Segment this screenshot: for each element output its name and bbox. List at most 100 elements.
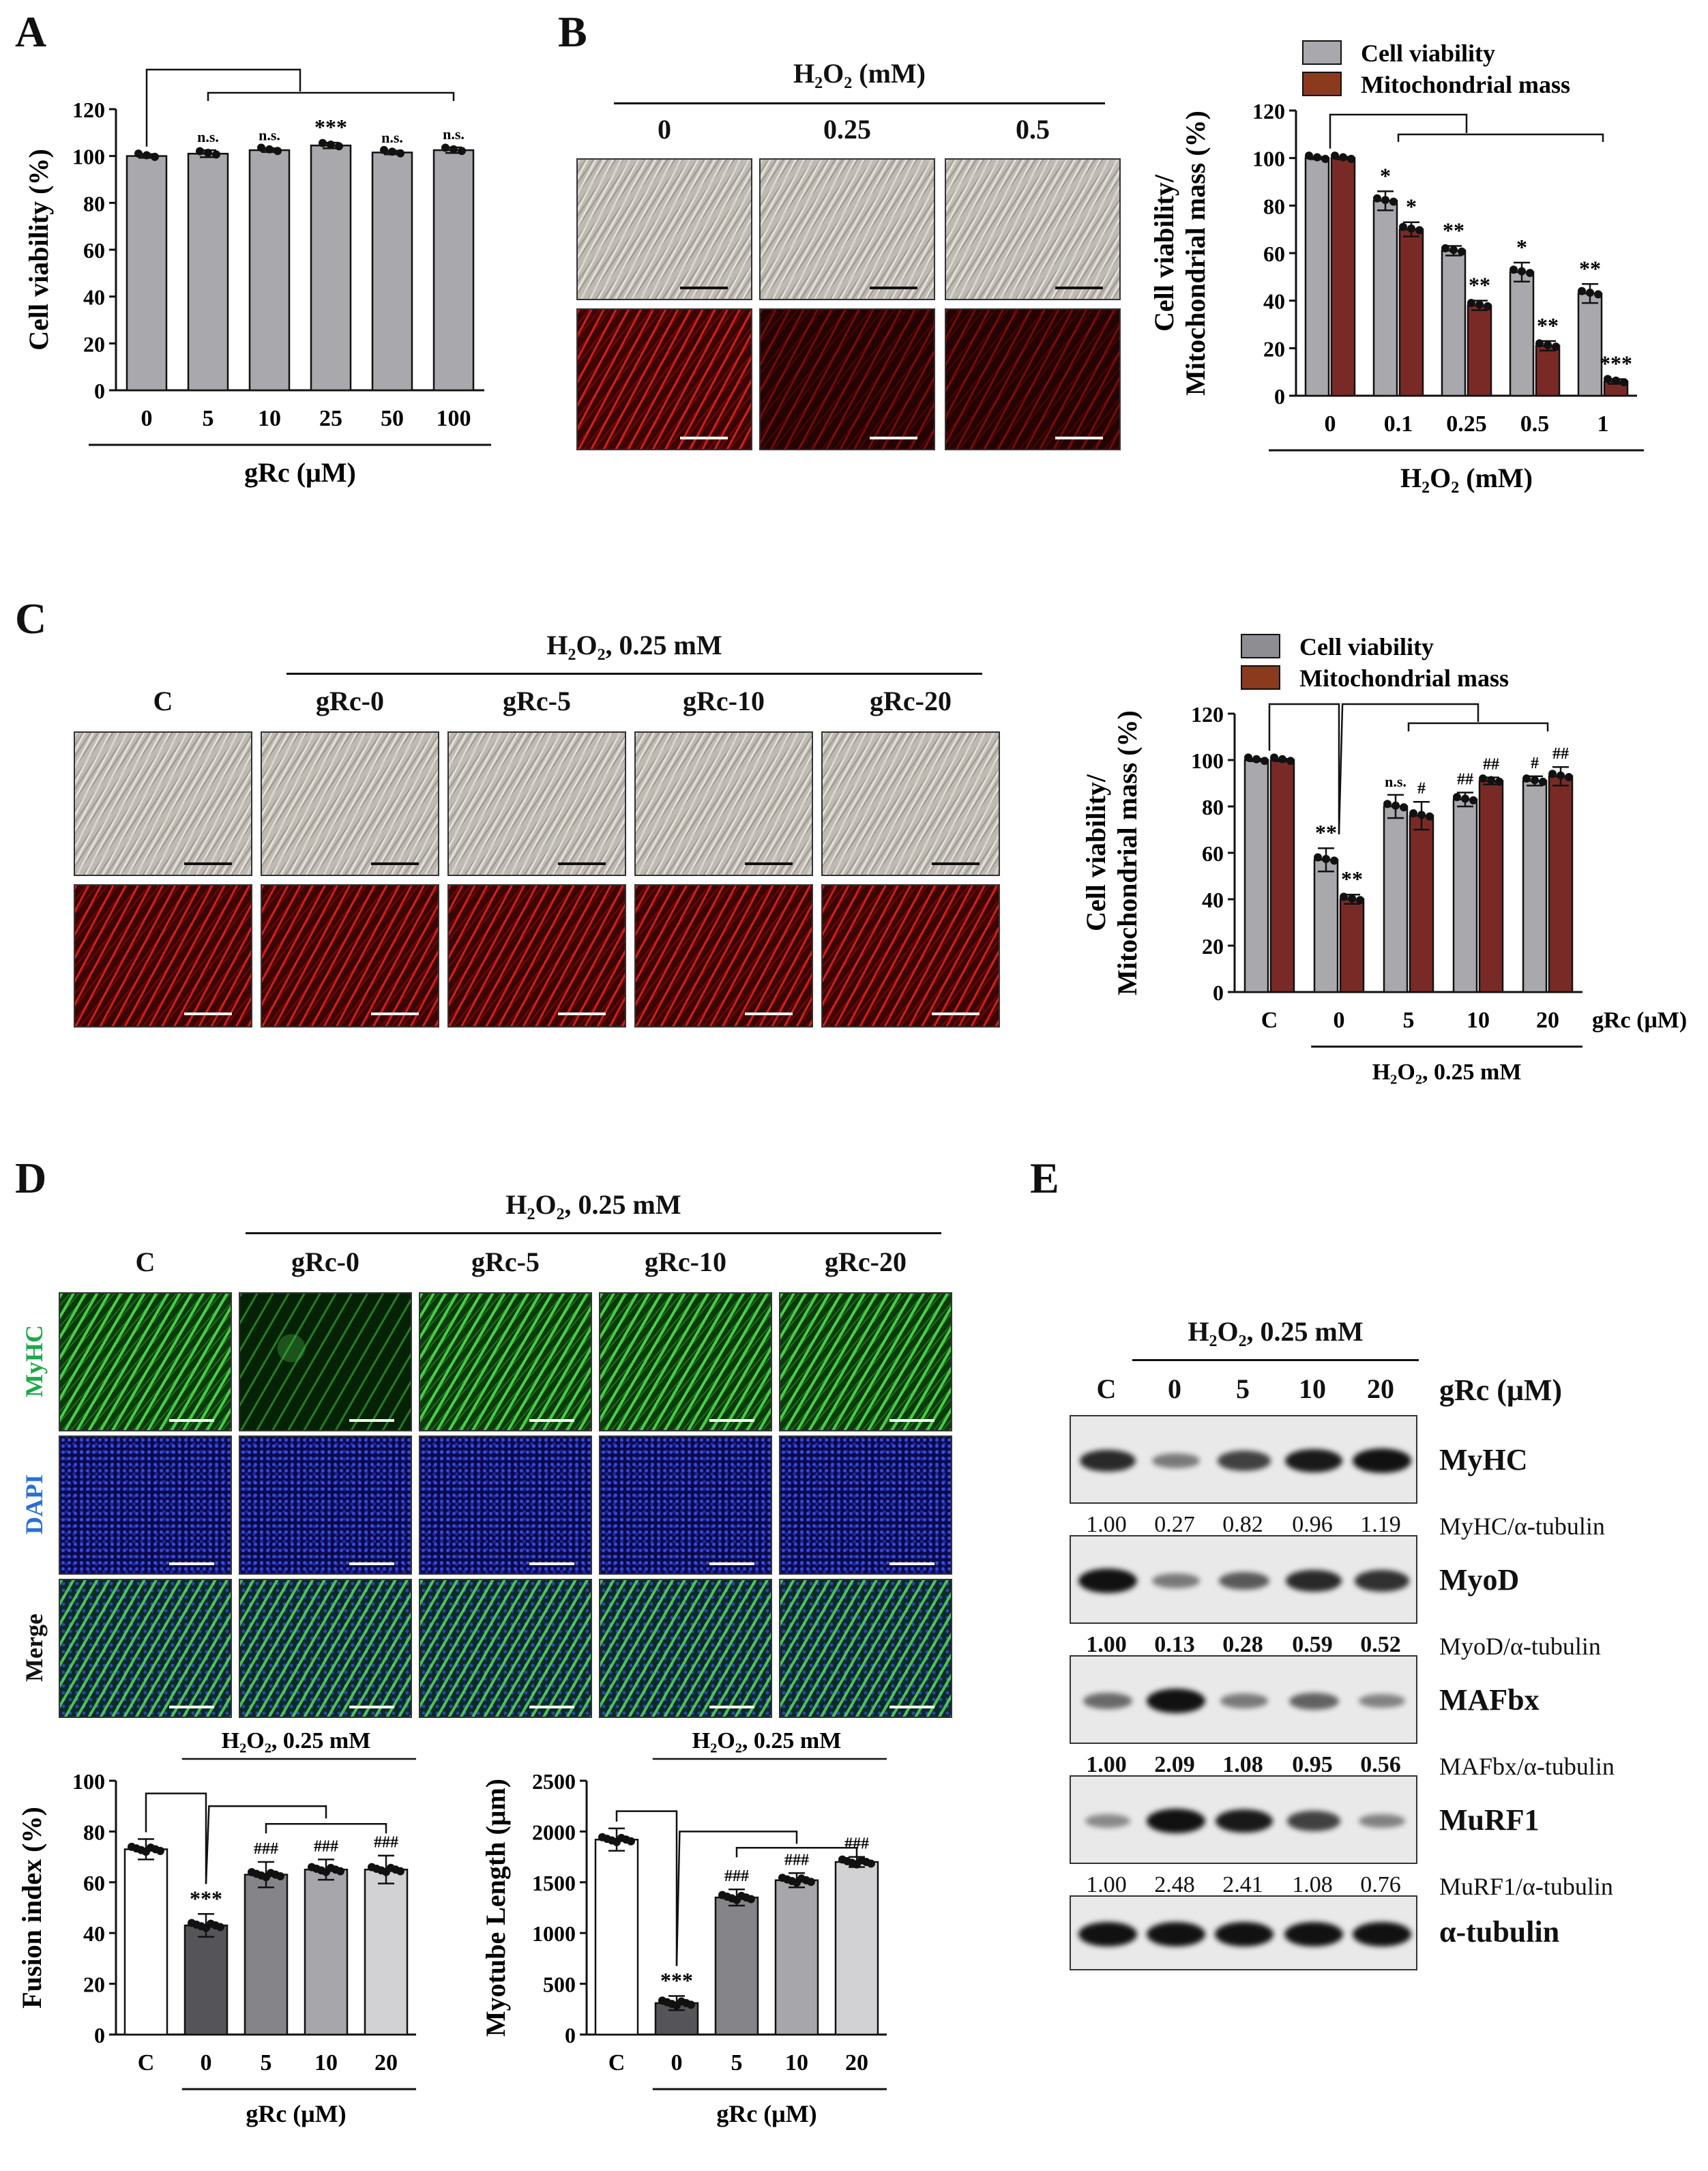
data-point [216, 1923, 224, 1932]
densitometry-value: 2.48 [1154, 1872, 1195, 1897]
densitometry-value: 1.08 [1292, 1872, 1333, 1897]
data-point [1539, 777, 1547, 786]
comparison-bracket [265, 1822, 387, 1834]
y-tick-label: 0 [94, 379, 105, 403]
panel-d-row-label: Merge [20, 1614, 48, 1682]
x-tick-label: 20 [845, 2050, 868, 2075]
protein-band [1284, 1922, 1343, 1947]
y-tick-label: 20 [1202, 934, 1224, 959]
panel-d-column-label: gRc-10 [645, 1247, 726, 1277]
y-tick-label: 120 [72, 98, 105, 122]
y-tick-label: 0 [1274, 384, 1285, 409]
protein-band [1220, 1693, 1268, 1708]
protein-band [1286, 1811, 1341, 1831]
scale-bar [709, 1562, 754, 1565]
bar [432, 149, 475, 392]
scale-bar [371, 862, 419, 865]
data-point [1270, 753, 1278, 762]
y-tick-label: 100 [1191, 748, 1224, 773]
significance-label: ** [1579, 256, 1601, 280]
significance-label: ** [1469, 273, 1490, 297]
micrograph-b-bright-0 [576, 158, 752, 300]
y-tick-label: 0 [94, 2023, 105, 2048]
x-tick-label: 0 [1334, 1008, 1345, 1033]
data-point [1261, 757, 1269, 766]
data-point [1278, 755, 1286, 763]
panel-label-d: D [15, 1154, 47, 1202]
densitometry-value: 0.13 [1154, 1632, 1195, 1657]
x-axis-label: H₂O₂ (mM) [1400, 463, 1533, 493]
data-point [1381, 196, 1389, 205]
micrograph-c-bright [634, 731, 813, 876]
densitometry-value: 0.96 [1292, 1512, 1333, 1537]
densitometry-value: 0.52 [1360, 1632, 1401, 1657]
data-point [1314, 853, 1322, 862]
data-point [1469, 796, 1477, 804]
densitometry-value: 0.82 [1222, 1512, 1263, 1537]
bar [1398, 228, 1424, 397]
micrograph-d-dapi [419, 1436, 592, 1575]
densitometry-value: 0.28 [1222, 1632, 1263, 1657]
bar [310, 144, 352, 392]
micrograph-d-dapi [239, 1436, 412, 1575]
significance-label: * [1380, 163, 1391, 188]
protein-band [1289, 1692, 1339, 1710]
data-point [1458, 247, 1466, 256]
data-point [388, 147, 396, 156]
western-blot-myod [1070, 1535, 1417, 1624]
protein-name: MyoD [1439, 1563, 1520, 1597]
y-tick-label: 40 [83, 285, 105, 310]
protein-band [1079, 1449, 1136, 1472]
protein-band [1085, 1814, 1131, 1828]
legend-label: Mitochondrial mass [1299, 665, 1509, 692]
panel-c-column-label: gRc-5 [503, 686, 571, 716]
data-point [1594, 290, 1602, 299]
bar [1535, 345, 1561, 397]
y-tick-label: 60 [83, 1871, 105, 1895]
micrograph-d-merge [59, 1579, 232, 1718]
data-point [1305, 151, 1313, 160]
densitometry-value: 1.19 [1360, 1512, 1401, 1537]
y-axis-label: Cell viability/ [1149, 174, 1179, 332]
panel-label-c: C [15, 594, 47, 643]
ratio-label: MyoD/α-tubulin [1439, 1633, 1601, 1660]
legend-label: Cell viability [1299, 633, 1434, 660]
data-point [1321, 154, 1329, 163]
significance-label: ## [1483, 756, 1499, 774]
significance-label: n.s. [1385, 773, 1407, 790]
significance-label: *** [660, 1968, 693, 1992]
bar [1330, 157, 1356, 397]
x-tick-label: 25 [319, 406, 342, 431]
significance-label: ### [254, 1840, 278, 1858]
panel-e-lane-label: 20 [1367, 1373, 1394, 1404]
comparison-bracket [145, 68, 301, 147]
protein-band [1285, 1569, 1342, 1592]
chart-a-cell-viability: 0 20 40 60 80 100 120 Cell viability (%) 0 5 n.s. 1… [23, 68, 491, 488]
significance-label: *** [314, 115, 347, 139]
data-point [807, 1878, 815, 1886]
significance-label: ### [784, 1851, 809, 1869]
y-tick-label: 100 [72, 1769, 105, 1794]
data-point [1441, 244, 1449, 252]
data-point [1392, 801, 1400, 810]
y-tick-label: 1000 [532, 1921, 576, 1946]
micrograph-c-bright [821, 731, 1000, 876]
bar [364, 1868, 409, 2036]
x-tick-label: 0 [141, 406, 153, 431]
data-point [1620, 378, 1628, 387]
protein-band [1215, 1922, 1273, 1947]
data-point [1586, 289, 1594, 297]
y-tick-label: 120 [1252, 99, 1285, 123]
bar [1313, 858, 1339, 993]
micrograph-d-merge [239, 1579, 412, 1718]
x-axis-label: gRc (μM) [716, 2100, 816, 2127]
scale-bar [745, 862, 793, 865]
data-point [450, 145, 458, 154]
data-point [1484, 302, 1492, 310]
comparison-bracket [1268, 703, 1340, 834]
legend-label: Cell viability [1361, 40, 1495, 67]
data-point [1356, 896, 1364, 905]
panel-c-column-label: gRc-0 [316, 686, 384, 716]
data-point [1487, 776, 1495, 785]
data-point [257, 143, 265, 152]
